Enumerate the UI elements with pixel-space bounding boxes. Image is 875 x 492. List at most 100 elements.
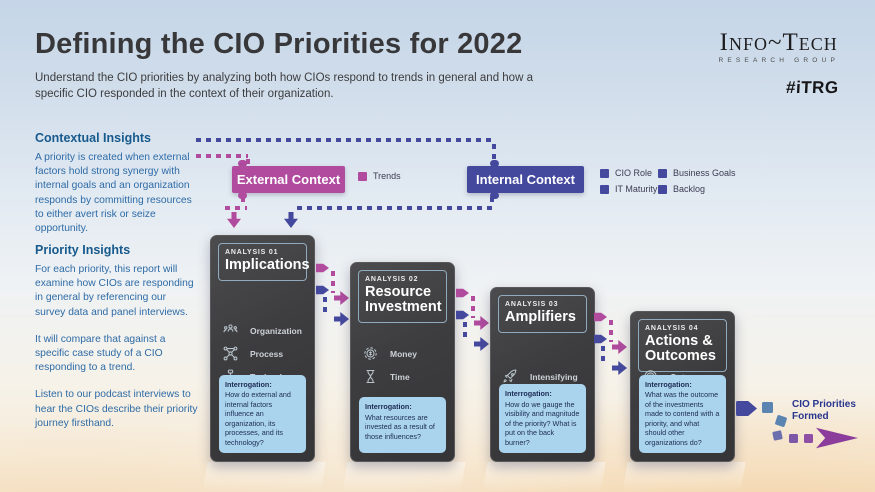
internal-context-top-nub (490, 160, 499, 167)
interrogation-label: Interrogation: (505, 389, 552, 398)
light-beam (342, 462, 466, 492)
internal-context-label: Internal Context (476, 172, 575, 187)
interrogation-text: How do we gauge the visibility and magni… (505, 399, 580, 447)
connector-dash (323, 297, 327, 313)
analysis-box-implications: ANALYSIS 01 Implications Organization Pr… (210, 235, 315, 462)
priority-insights-paragraph: For each priority, this report will exam… (35, 264, 194, 318)
legend-trends: Trends (358, 171, 401, 181)
item-label: Process (250, 348, 284, 359)
analysis-title: Resource Investment (365, 284, 442, 316)
analysis-box-resource-investment: ANALYSIS 02 Resource Investment Money Ti… (350, 262, 455, 462)
organization-icon (223, 324, 238, 333)
connector-arrow-right-icon (612, 340, 627, 354)
connector-arrow-right-icon (474, 337, 489, 351)
logo-subtitle: RESEARCH GROUP (718, 57, 839, 64)
connector-dash (601, 346, 605, 362)
external-to-implications-dash (241, 197, 245, 207)
analysis-title: Actions & Outcomes (645, 333, 716, 365)
connector-tab-icon (456, 288, 469, 298)
item-intensifying: Intensifying (502, 368, 586, 385)
item-label: Time (390, 371, 410, 382)
legend-swatch-indigo (658, 184, 667, 194)
legend-swatch-indigo (658, 168, 667, 178)
connector-arrow-right-icon (334, 312, 349, 326)
connector-arrow-right-icon (334, 291, 349, 305)
item-process: Process (222, 345, 306, 362)
connector-dash (609, 320, 613, 342)
analysis-header: ANALYSIS 01 Implications (218, 243, 310, 282)
contextual-insights-body: A priority is created when external fact… (35, 152, 192, 235)
priority-insights-paragraph: It will compare that against a specific … (35, 333, 166, 374)
legend-backlog: Backlog (658, 184, 705, 194)
time-icon (366, 369, 375, 384)
legend-label: Trends (373, 171, 401, 181)
money-icon (364, 347, 377, 360)
interrogation-text: What resources are invested as a result … (365, 412, 435, 441)
outcome-exit-tab-icon (736, 401, 757, 416)
connector-tab-icon (316, 263, 329, 273)
external-context-box: External Context (232, 166, 345, 193)
interrogation-box: Interrogation: How do external and inter… (219, 374, 306, 453)
internal-to-implications-dash (490, 197, 494, 207)
interrogation-label: Interrogation: (225, 379, 272, 389)
connector-arrow-right-icon (474, 316, 489, 330)
analysis-box-actions-outcomes: ANALYSIS 04 Actions & Outcomes Outcomes … (630, 311, 735, 462)
item-label: Intensifying (530, 371, 578, 382)
interrogation-text: How do external and internal factors inf… (225, 390, 291, 447)
item-label: Money (390, 348, 417, 359)
legend-label: Backlog (673, 184, 706, 194)
analysis-title: Implications (225, 257, 310, 273)
interrogation-box: Interrogation: What was the outcome of t… (639, 374, 726, 453)
light-beam (622, 462, 746, 492)
contextual-insights-heading: Contextual Insights (35, 131, 151, 145)
outcome-dash-square (804, 434, 813, 443)
light-beam (482, 462, 606, 492)
internal-context-box: Internal Context (467, 166, 584, 193)
external-to-implications-dash (225, 206, 247, 210)
priority-insights-section: Priority Insights For each priority, thi… (35, 243, 199, 431)
process-icon (223, 346, 238, 361)
external-feed-dash-line (196, 154, 248, 158)
cio-priorities-formed-label: CIO Priorities Formed (792, 399, 856, 422)
connector-tab-icon (316, 285, 329, 295)
legend-swatch-indigo (600, 184, 609, 194)
legend-it-maturity: IT Maturity (600, 184, 657, 194)
page-subtitle: Understand the CIO priorities by analyzi… (35, 72, 533, 100)
priority-insights-paragraph: Listen to our podcast interviews to hear… (35, 389, 198, 429)
external-arrow-down-icon (227, 212, 241, 228)
analysis-kicker: ANALYSIS 04 (645, 325, 699, 332)
external-context-top-nub (238, 160, 247, 167)
analysis-kicker: ANALYSIS 03 (505, 301, 559, 308)
connector-dash (471, 296, 475, 318)
analysis-header: ANALYSIS 03 Amplifiers (498, 295, 587, 334)
intensifying-icon (503, 369, 517, 383)
outcome-dash-square (774, 414, 788, 428)
outcome-dash-square (789, 434, 798, 443)
analysis-title: Amplifiers (505, 309, 576, 325)
interrogation-box: Interrogation: How do we gauge the visib… (499, 384, 586, 453)
outcome-dash-square (772, 430, 783, 441)
item-time: Time (362, 368, 446, 385)
contextual-insights-section: Contextual Insights A priority is create… (35, 131, 199, 236)
logo-wordmark: Info~Tech (719, 29, 838, 56)
page-title: Defining the CIO Priorities for 2022 (35, 28, 523, 60)
legend-cio-role: CIO Role (600, 168, 652, 178)
internal-feed-dash-line (196, 138, 496, 142)
item-label: Organization (250, 325, 302, 336)
analysis-box-amplifiers: ANALYSIS 03 Amplifiers Intensifying Inte… (490, 287, 595, 462)
item-money: Money (362, 345, 446, 362)
analysis-header: ANALYSIS 04 Actions & Outcomes (638, 319, 727, 373)
external-context-bottom-nub (238, 192, 247, 199)
priority-insights-heading: Priority Insights (35, 243, 131, 257)
internal-context-bottom-nub (490, 192, 499, 199)
legend-label: IT Maturity (615, 184, 658, 194)
interrogation-box: Interrogation: What resources are invest… (359, 397, 446, 453)
analysis-kicker: ANALYSIS 01 (225, 249, 279, 256)
infotech-logo: Info~Tech RESEARCH GROUP #iTRG (718, 30, 839, 98)
analysis-items: Money Time (362, 345, 446, 385)
legend-label: CIO Role (615, 168, 653, 178)
analysis-header: ANALYSIS 02 Resource Investment (358, 270, 447, 324)
itrg-logo: #iTRG (785, 78, 840, 97)
legend-swatch-magenta (358, 171, 367, 181)
